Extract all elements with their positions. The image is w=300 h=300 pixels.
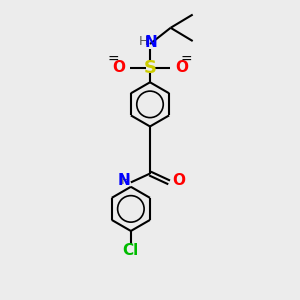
- Text: =: =: [181, 53, 193, 67]
- Text: O: O: [112, 60, 125, 75]
- Text: H: H: [121, 174, 130, 188]
- Text: N: N: [145, 35, 158, 50]
- Text: O: O: [173, 173, 186, 188]
- Text: H: H: [139, 35, 148, 48]
- Text: =: =: [107, 53, 119, 67]
- Text: S: S: [143, 58, 157, 76]
- Text: N: N: [118, 173, 130, 188]
- Text: Cl: Cl: [123, 243, 139, 258]
- Text: O: O: [175, 60, 188, 75]
